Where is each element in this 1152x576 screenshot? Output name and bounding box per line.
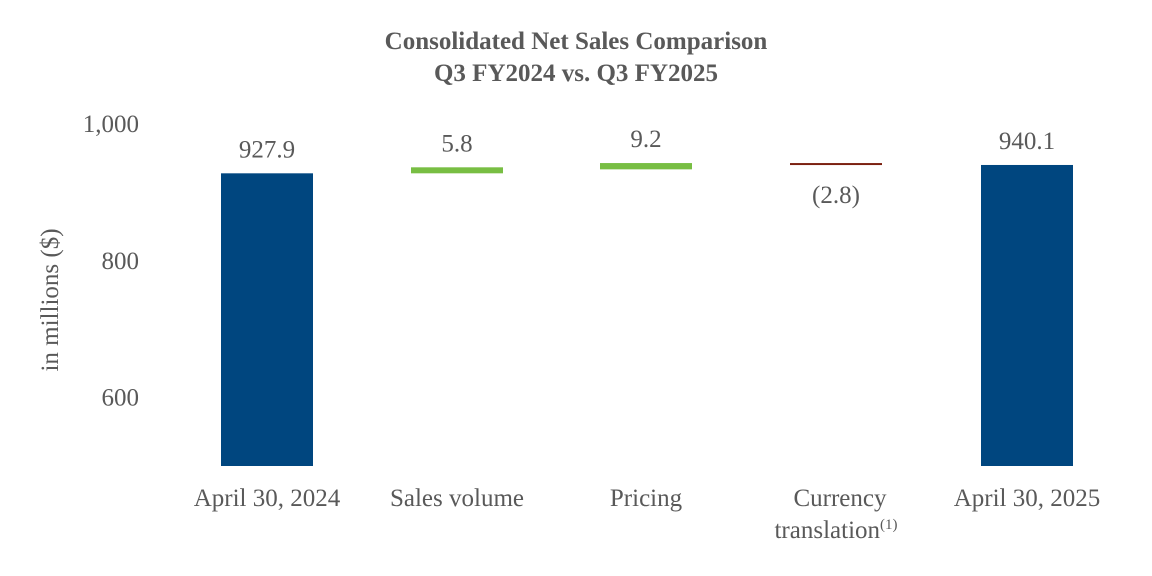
y-axis-label: in millions ($): [37, 228, 64, 371]
y-tick-label: 600: [102, 385, 140, 412]
y-tick-label: 800: [102, 248, 140, 275]
data-label: 927.9: [239, 136, 295, 163]
data-label: (2.8): [812, 182, 860, 209]
category-label-line2: translation(1): [774, 517, 897, 544]
bar-increase: [411, 167, 503, 174]
data-label: 9.2: [630, 126, 661, 153]
chart-title: Consolidated Net Sales Comparison: [384, 28, 768, 55]
y-axis-ticks: 600 800 1,000: [83, 111, 139, 412]
bars: [221, 163, 1073, 466]
y-tick-label: 1,000: [83, 111, 139, 138]
category-label: Pricing: [610, 485, 683, 512]
category-label: Currency: [793, 485, 887, 512]
footnote-superscript: (1): [880, 517, 898, 533]
bar-total: [221, 173, 313, 466]
bar-total: [981, 164, 1073, 466]
chart-subtitle: Q3 FY2024 vs. Q3 FY2025: [433, 60, 719, 87]
bar-decrease: [790, 163, 882, 166]
category-label: Sales volume: [390, 485, 524, 512]
data-labels: 927.9 5.8 9.2 (2.8) 940.1: [239, 126, 1055, 209]
data-label: 5.8: [441, 130, 472, 157]
bar-increase: [600, 163, 692, 170]
category-label: April 30, 2024: [194, 485, 341, 512]
data-label: 940.1: [999, 128, 1055, 155]
category-label: April 30, 2025: [954, 485, 1101, 512]
category-labels: April 30, 2024 Sales volume Pricing Currenc…: [194, 485, 1101, 544]
chart-title-block: Consolidated Net Sales Comparison Q3 FY2…: [0, 26, 1152, 90]
